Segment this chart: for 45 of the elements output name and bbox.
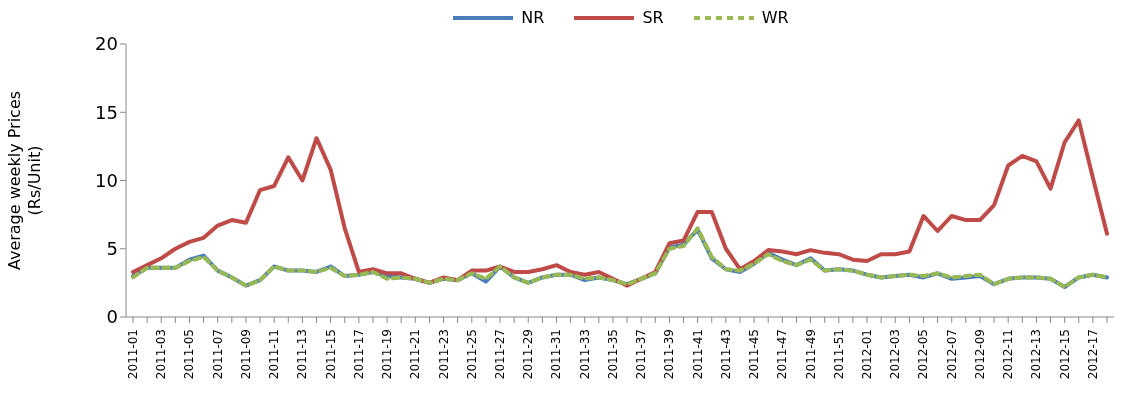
x-tick-label: 2012-01 — [860, 329, 875, 380]
x-tick-label: 2011-17 — [351, 329, 366, 380]
y-tick-label: 10 — [95, 169, 118, 191]
x-tick-label: 2011-45 — [747, 329, 762, 380]
x-tick-label: 2011-19 — [380, 329, 395, 380]
x-tick-label: 2011-31 — [549, 329, 564, 380]
x-tick-label: 2011-01 — [126, 329, 140, 380]
x-tick-label: 2011-13 — [295, 329, 310, 380]
x-tick-label: 2012-15 — [1057, 329, 1072, 380]
y-tick-label: 15 — [95, 101, 118, 123]
x-tick-label: 2011-09 — [238, 329, 253, 380]
x-tick-label: 2011-21 — [408, 329, 423, 380]
x-tick-label: 2011-03 — [154, 329, 169, 380]
x-tick-label: 2012-17 — [1085, 329, 1100, 380]
x-tick-label: 2011-51 — [831, 329, 846, 380]
legend-label: NR — [521, 8, 545, 27]
x-tick-label: 2011-15 — [323, 329, 338, 380]
x-tick-label: 2011-37 — [634, 329, 649, 380]
x-tick-label: 2012-07 — [944, 329, 959, 380]
x-tick-label: 2011-27 — [493, 329, 508, 380]
x-tick-label: 2011-11 — [267, 329, 282, 380]
x-tick-label: 2012-11 — [1001, 329, 1016, 380]
y-axis-title: Average weekly Prices (Rs/Unit) — [5, 90, 44, 271]
y-tick-label: 0 — [106, 306, 118, 328]
x-tick-label: 2011-33 — [577, 329, 592, 380]
x-tick-label: 2011-29 — [521, 329, 536, 380]
x-tick-label: 2011-35 — [605, 329, 620, 380]
x-tick-label: 2011-49 — [803, 329, 818, 380]
x-tick-label: 2011-23 — [436, 329, 451, 380]
x-tick-label: 2011-41 — [690, 329, 705, 380]
y-tick-label: 5 — [106, 238, 118, 260]
x-tick-label: 2012-09 — [972, 329, 987, 380]
x-tick-label: 2012-05 — [916, 329, 931, 380]
x-tick-label: 2011-07 — [210, 329, 225, 380]
y-tick-label: 20 — [95, 33, 118, 55]
x-tick-label: 2011-43 — [718, 329, 733, 380]
x-tick-label: 2011-05 — [182, 329, 197, 380]
legend-label: SR — [642, 8, 664, 27]
x-tick-label: 2012-03 — [888, 329, 903, 380]
x-tick-label: 2012-13 — [1029, 329, 1044, 380]
x-tick-label: 2011-39 — [662, 329, 677, 380]
line-series — [131, 118, 1109, 288]
x-tick-label: 2011-25 — [464, 329, 479, 380]
legend-label: WR — [761, 8, 789, 27]
x-tick-label: 2011-47 — [775, 329, 790, 380]
